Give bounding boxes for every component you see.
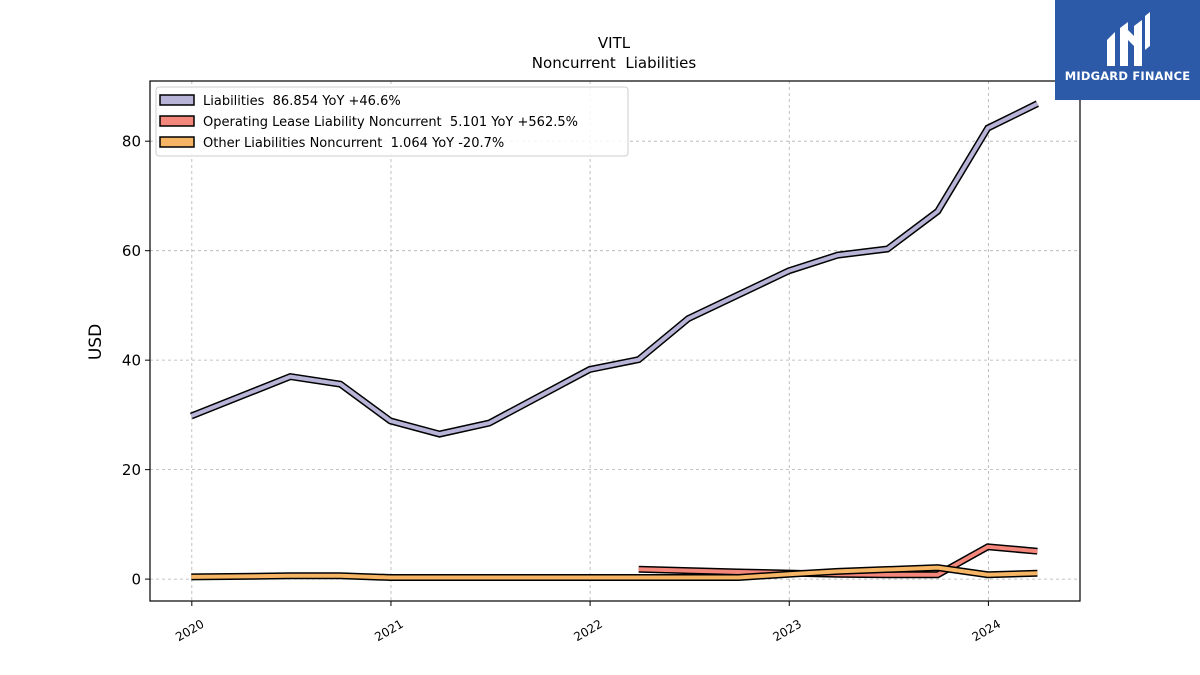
legend-swatch-0 — [159, 94, 195, 106]
brand-name: MIDGARD FINANCE — [1064, 69, 1191, 83]
y-tick-label: 0 — [131, 571, 141, 589]
x-tick-label: 2024 — [970, 617, 1003, 644]
legend: Liabilities 86.854 YoY +46.6% Operating L… — [155, 86, 629, 157]
series-line-1 — [638, 544, 1038, 577]
y-tick-label: 60 — [122, 242, 141, 260]
y-tick-label: 20 — [122, 461, 141, 479]
series-line-2 — [191, 565, 1038, 580]
y-tick-label: 80 — [122, 133, 141, 151]
legend-label-1: Operating Lease Liability Noncurrent 5.1… — [203, 115, 578, 130]
y-tick-label: 40 — [122, 352, 141, 370]
chart-subtitle: Noncurrent Liabilities — [532, 54, 697, 72]
brand-logo-icon — [1107, 12, 1150, 66]
legend-label-2: Other Liabilities Noncurrent 1.064 YoY -… — [203, 136, 504, 151]
plot-frame — [149, 80, 1081, 602]
x-tick-label: 2023 — [771, 617, 804, 644]
legend-swatch-1 — [159, 115, 195, 127]
x-tick-label: 2022 — [571, 617, 604, 644]
series-line-0 — [190, 101, 1039, 437]
brand-logo: MIDGARD FINANCE — [1055, 0, 1200, 100]
grid — [150, 81, 1080, 601]
series-lines — [190, 100, 1039, 581]
chart-title: VITL — [598, 34, 631, 52]
y-axis-label: USD — [86, 324, 106, 360]
axis-ticks: 0 20 40 60 80 2020 2021 2022 2023 2024 — [122, 133, 1003, 645]
x-tick-label: 2020 — [173, 617, 206, 644]
x-tick-label: 2021 — [372, 617, 405, 644]
legend-label-0: Liabilities 86.854 YoY +46.6% — [203, 94, 401, 109]
legend-box — [155, 86, 629, 157]
legend-swatch-2 — [159, 136, 195, 148]
